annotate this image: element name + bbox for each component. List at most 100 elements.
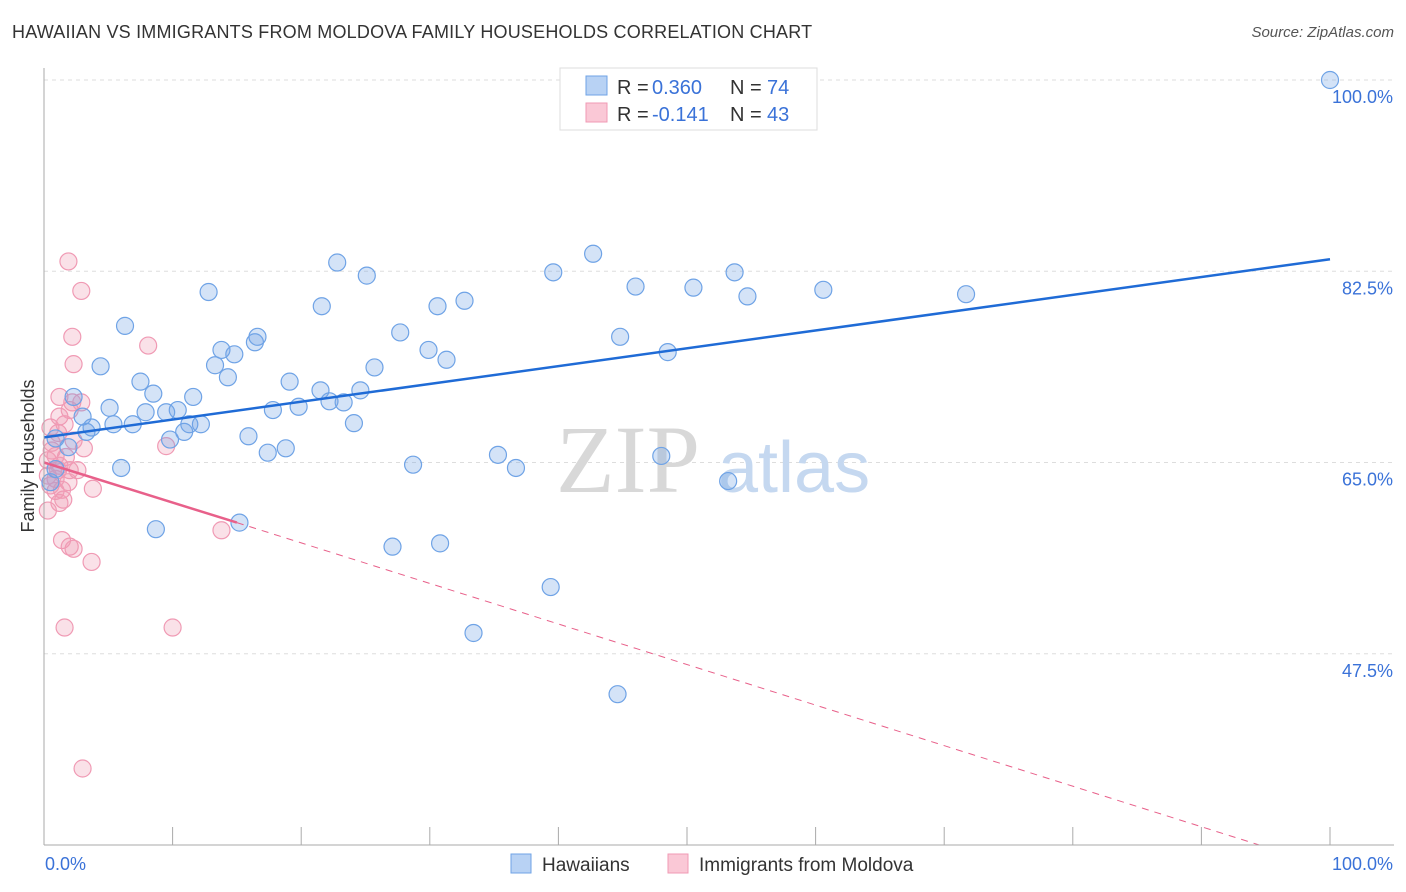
moldova-point bbox=[73, 759, 92, 778]
hawaiians-point bbox=[814, 280, 833, 299]
hawaiians-point bbox=[328, 253, 347, 272]
y-tick-label: 100.0% bbox=[1332, 87, 1393, 107]
trend-line-extension bbox=[236, 522, 1260, 846]
hawaiians-point bbox=[144, 384, 163, 403]
stats-legend: R = 0.360 N = 74 R = -0.141 N = 43 bbox=[559, 67, 818, 131]
moldova-point bbox=[72, 281, 91, 301]
hawaiians-point bbox=[131, 372, 150, 391]
hawaiians-point bbox=[312, 297, 331, 316]
hawaiians-point bbox=[258, 443, 277, 462]
hawaiians-point bbox=[100, 398, 119, 417]
hawaiians-point bbox=[351, 381, 370, 400]
chart-source: Source: ZipAtlas.com bbox=[1251, 24, 1394, 41]
legend-swatch-moldova bbox=[667, 853, 689, 874]
hawaiians-trend-line bbox=[43, 257, 1331, 439]
hawaiians-point bbox=[584, 244, 603, 263]
hawaiians-point bbox=[344, 414, 364, 433]
y-axis-label: Family Households bbox=[18, 379, 38, 532]
legend-swatch-hawaiians bbox=[585, 75, 608, 96]
moldova-point bbox=[55, 618, 74, 637]
moldova-point bbox=[64, 355, 83, 374]
hawaiians-point bbox=[280, 372, 299, 391]
hawaiians-point bbox=[626, 277, 645, 296]
hawaiians-point bbox=[225, 345, 244, 364]
r-value: 0.360 bbox=[652, 77, 702, 99]
x-tick-label: 100.0% bbox=[1332, 854, 1393, 874]
hawaiians-point bbox=[157, 403, 176, 422]
moldova-point bbox=[63, 327, 82, 346]
moldova-point bbox=[82, 552, 101, 572]
hawaiians-point bbox=[430, 534, 450, 553]
legend-label-moldova: Immigrants from Moldova bbox=[699, 855, 914, 876]
hawaiians-point bbox=[365, 358, 384, 377]
hawaiians-point bbox=[544, 263, 563, 282]
hawaiians-point bbox=[437, 350, 456, 369]
hawaiians-point bbox=[230, 513, 249, 532]
hawaiians-point bbox=[391, 323, 410, 342]
hawaiians-point bbox=[276, 439, 295, 458]
moldova-point bbox=[163, 618, 182, 637]
r-value: -0.141 bbox=[652, 104, 709, 126]
series-legend: Hawaiians Immigrants from Moldova bbox=[510, 853, 914, 876]
legend-swatch-hawaiians bbox=[510, 853, 532, 874]
hawaiians-point bbox=[419, 340, 438, 360]
hawaiians-point bbox=[115, 316, 135, 335]
hawaiians-point bbox=[160, 430, 180, 449]
hawaiians-point bbox=[541, 577, 560, 597]
moldova-point bbox=[50, 493, 69, 513]
hawaiians-point bbox=[218, 368, 237, 387]
moldova-point bbox=[83, 479, 102, 498]
hawaiians-point bbox=[428, 297, 447, 316]
hawaiians-point bbox=[184, 387, 203, 407]
y-tick-label: 82.5% bbox=[1342, 278, 1393, 298]
n-label: N = bbox=[730, 104, 762, 126]
hawaiians-point bbox=[136, 403, 155, 422]
chart-title: HAWAIIAN VS IMMIGRANTS FROM MOLDOVA FAMI… bbox=[12, 22, 813, 42]
hawaiians-point bbox=[956, 285, 976, 304]
hawaiians-point bbox=[245, 333, 265, 352]
hawaiians-point bbox=[488, 445, 508, 464]
legend-swatch-moldova bbox=[585, 102, 608, 123]
hawaiians-point bbox=[464, 623, 483, 643]
legend-label-hawaiians: Hawaiians bbox=[542, 855, 630, 876]
moldova-point bbox=[212, 521, 231, 540]
moldova-point bbox=[46, 481, 65, 501]
hawaiians-point bbox=[506, 458, 526, 478]
r-label: R = bbox=[617, 77, 649, 99]
hawaiians-point bbox=[199, 282, 218, 302]
r-label: R = bbox=[617, 104, 649, 126]
hawaiians-point bbox=[112, 458, 131, 478]
x-tick-label: 0.0% bbox=[45, 854, 86, 874]
n-value: 43 bbox=[767, 104, 789, 126]
hawaiians-point bbox=[104, 415, 123, 434]
moldova-point bbox=[59, 252, 78, 271]
n-value: 74 bbox=[767, 77, 789, 99]
hawaiians-point bbox=[175, 422, 194, 441]
y-tick-label: 65.0% bbox=[1342, 470, 1393, 490]
hawaiians-point bbox=[738, 287, 757, 306]
hawaiians-point bbox=[239, 427, 258, 446]
hawaiians-point bbox=[725, 263, 744, 282]
moldova-trend-line bbox=[43, 461, 238, 524]
hawaiians-point bbox=[64, 387, 83, 407]
hawaiians-point bbox=[91, 357, 110, 376]
watermark-atlas: atlas bbox=[718, 428, 870, 508]
hawaiians-point bbox=[403, 455, 423, 474]
hawaiians-point bbox=[357, 266, 376, 285]
watermark-zip: ZIP bbox=[556, 406, 700, 513]
hawaiians-point bbox=[41, 473, 60, 492]
n-label: N = bbox=[730, 77, 762, 99]
hawaiians-point bbox=[1320, 70, 1340, 90]
y-tick-label: 47.5% bbox=[1342, 661, 1393, 681]
hawaiians-point bbox=[652, 446, 671, 466]
hawaiians-point bbox=[455, 291, 474, 310]
moldova-point bbox=[64, 539, 83, 558]
hawaiians-point bbox=[611, 327, 630, 346]
hawaiians-point bbox=[383, 537, 402, 556]
hawaiians-point bbox=[719, 471, 738, 491]
hawaiians-point bbox=[146, 520, 165, 539]
hawaiians-point bbox=[608, 685, 627, 704]
hawaiians-point bbox=[59, 438, 78, 457]
hawaiians-point bbox=[334, 393, 353, 412]
